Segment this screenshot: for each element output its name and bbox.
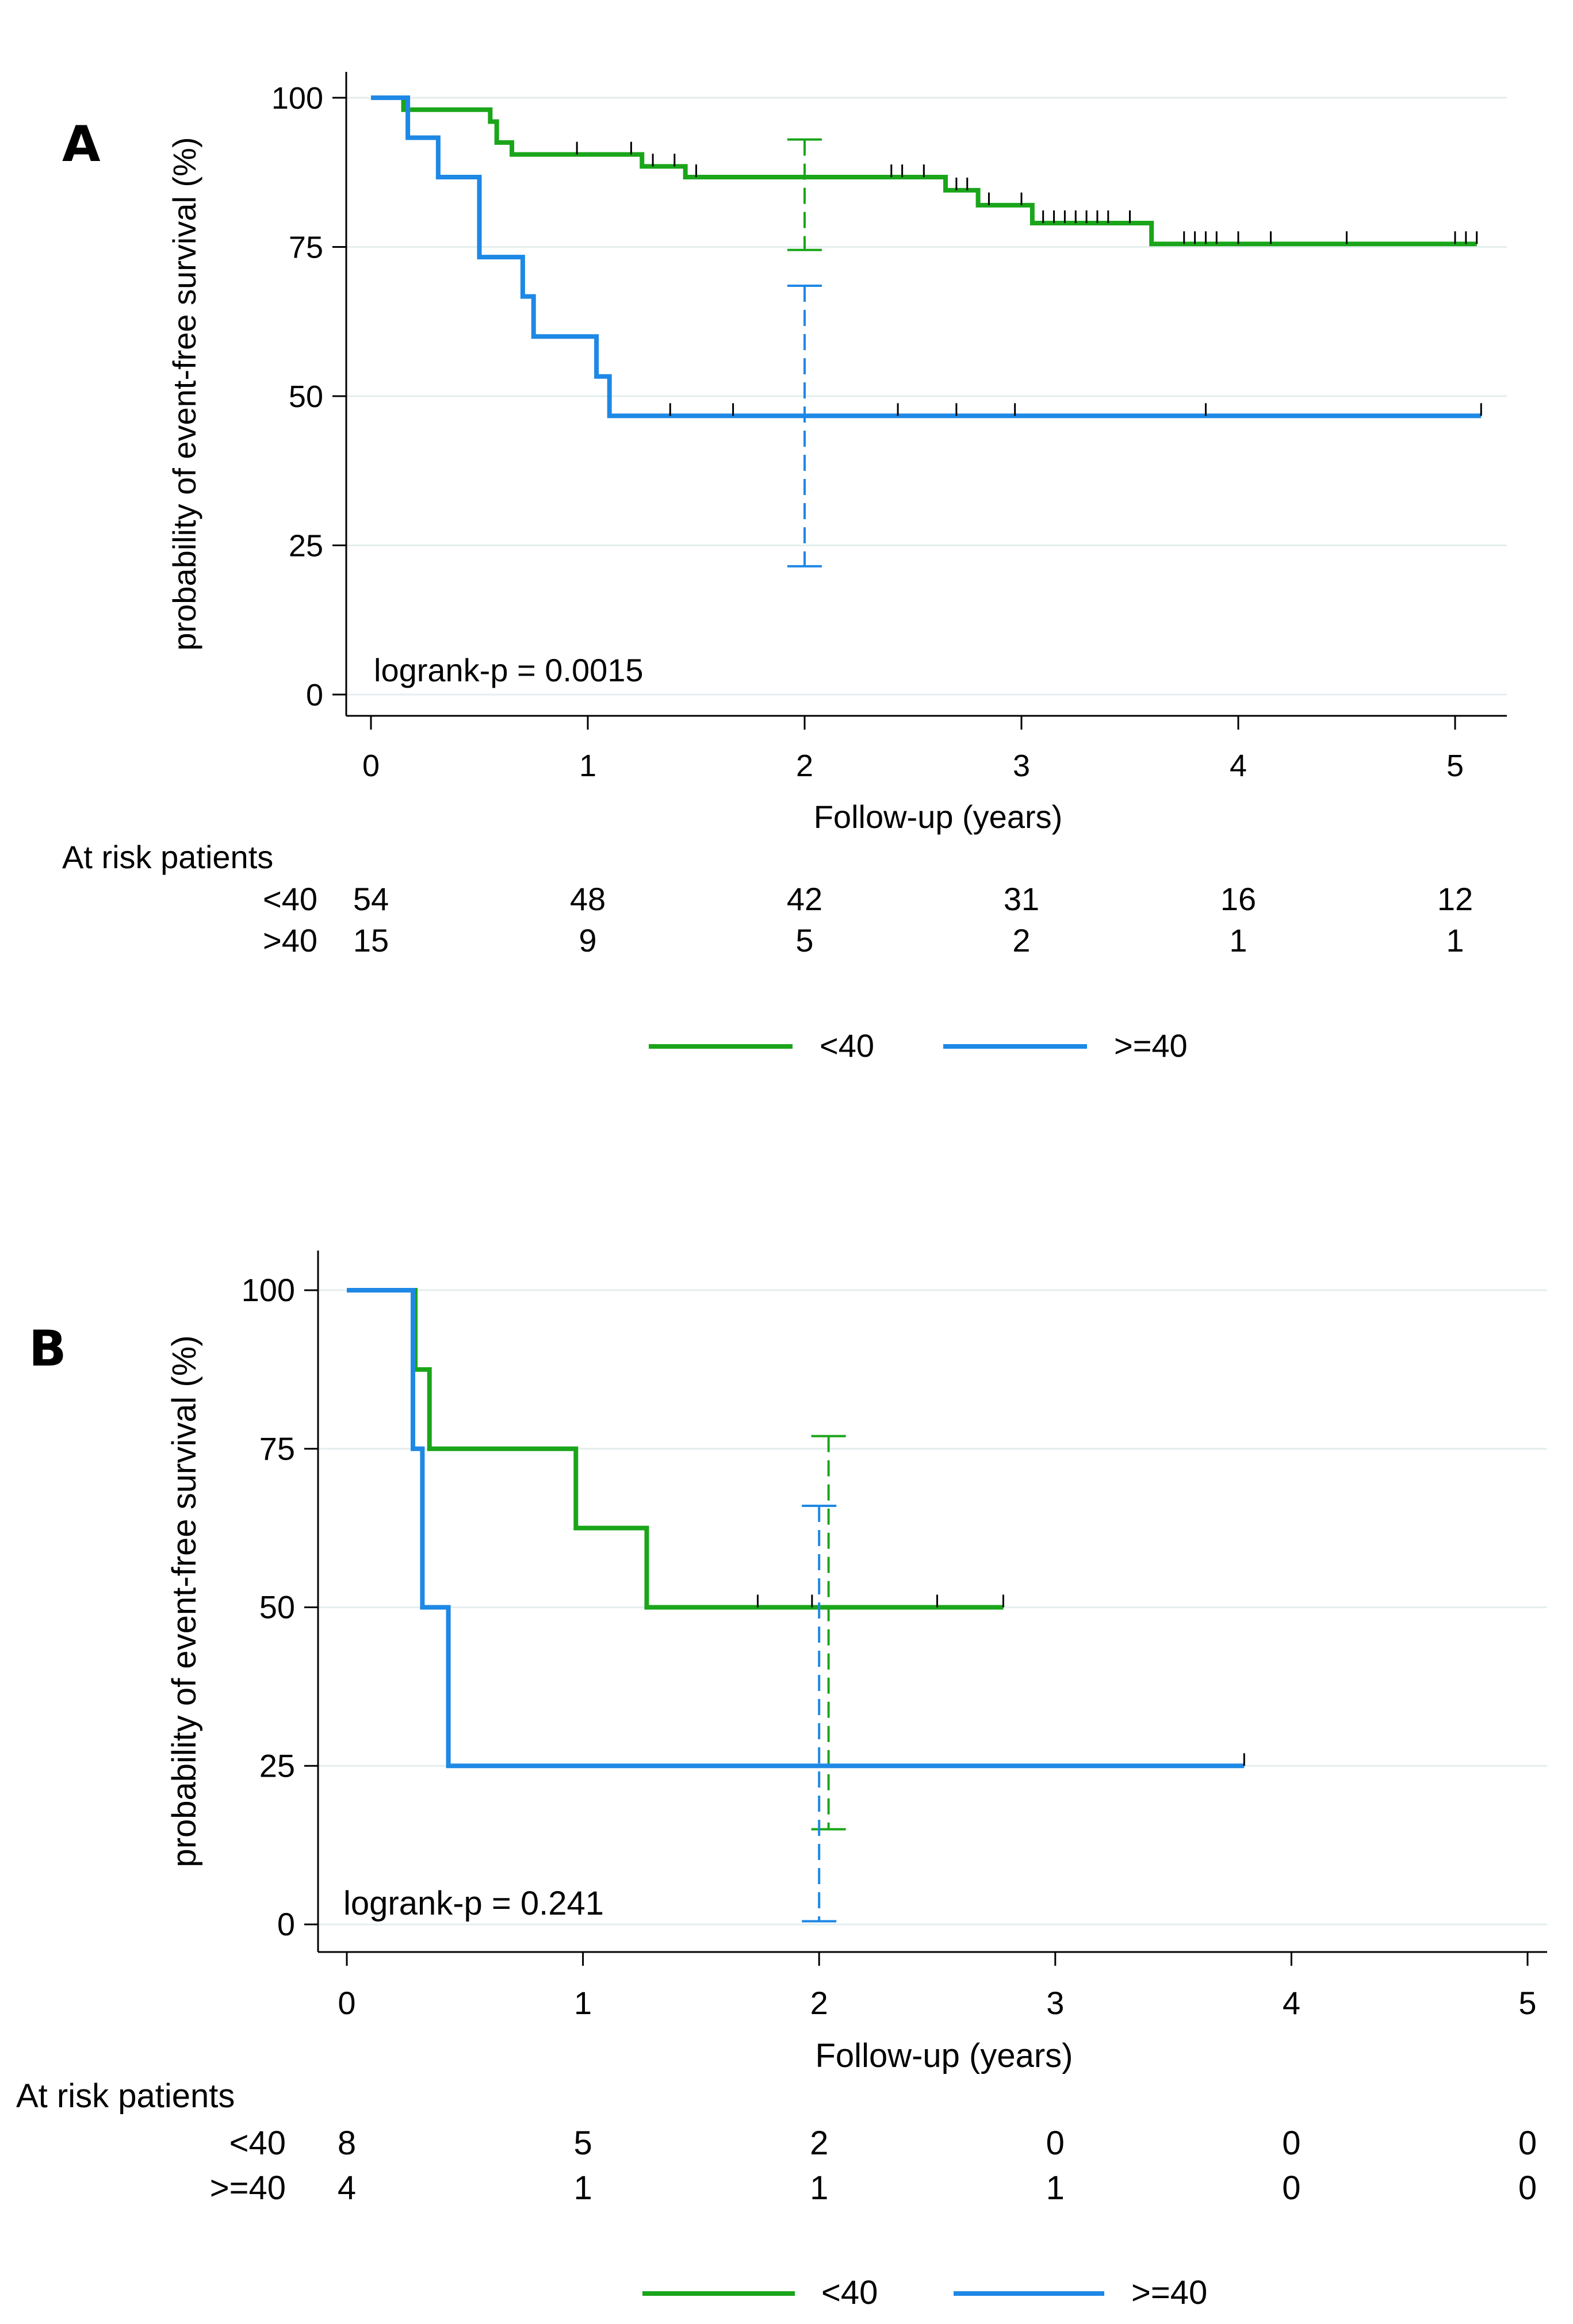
risk-count: 4: [338, 2169, 356, 2207]
x-tick-label: 0: [338, 1985, 355, 2021]
x-tick-label: 1: [579, 749, 596, 783]
survival-curve-over40: [371, 95, 1482, 419]
x-axis-title: Follow-up (years): [816, 2037, 1073, 2074]
risk-count: 54: [353, 881, 389, 917]
logrank-annotation: logrank-p = 0.241: [343, 1885, 604, 1922]
risk-count: 0: [1046, 2124, 1065, 2162]
x-tick-label: 0: [362, 749, 380, 783]
risk-count: 48: [570, 881, 606, 917]
y-tick-label: 25: [289, 529, 323, 563]
y-tick-label: 50: [259, 1589, 295, 1625]
x-axis-title: Follow-up (years): [814, 799, 1063, 835]
survival-curve-under40: [347, 1288, 1004, 1610]
survival-curve-under40: [371, 95, 1477, 247]
x-tick-label: 5: [1446, 749, 1464, 783]
risk-count: 1: [810, 2169, 828, 2207]
risk-count: 0: [1518, 2169, 1537, 2207]
risk-count: 8: [338, 2124, 356, 2162]
risk-row-label: <40: [229, 2124, 286, 2162]
risk-count: 1: [1229, 922, 1247, 958]
risk-count: 5: [795, 922, 813, 958]
x-tick-label: 4: [1230, 749, 1247, 783]
logrank-annotation: logrank-p = 0.0015: [374, 652, 644, 688]
legend-label-over40: >=40: [1114, 1027, 1188, 1064]
risk-count: 0: [1282, 2124, 1300, 2162]
risk-count: 2: [1012, 922, 1030, 958]
risk-row-label: <40: [263, 881, 317, 917]
x-tick-label: 5: [1518, 1985, 1536, 2021]
y-tick-label: 50: [289, 379, 323, 414]
panel-letter: A: [62, 116, 101, 173]
risk-table: At risk patients <40 54 48 42 31 16 12 >40 15 9 5 2 1…: [62, 839, 1473, 958]
x-tick-label: 3: [1046, 1985, 1064, 2021]
x-tick-label: 2: [810, 1985, 828, 2021]
y-tick-label: 75: [259, 1431, 295, 1467]
legend-label-under40: <40: [820, 1027, 874, 1064]
risk-count: 2: [810, 2124, 828, 2162]
risk-row-label: >40: [263, 922, 317, 958]
risk-count: 5: [573, 2124, 592, 2162]
y-axis-title: probability of event-free survival (%): [166, 137, 202, 650]
y-tick-label: 25: [259, 1747, 295, 1784]
x-tick-label: 2: [796, 749, 813, 783]
risk-count: 31: [1004, 881, 1039, 917]
risk-count: 15: [353, 922, 389, 958]
x-tick-label: 1: [574, 1985, 592, 2021]
legend: <40 >=40: [649, 1027, 1188, 1064]
legend: <40 >=40: [642, 2274, 1207, 2311]
series-over40: [347, 1288, 1245, 1923]
legend-label-over40: >=40: [1131, 2274, 1207, 2311]
y-tick-label: 100: [271, 81, 323, 116]
series-under40: [347, 1288, 1004, 1831]
panel-letter: B: [29, 1320, 67, 1378]
risk-count: 0: [1282, 2169, 1300, 2207]
series-over40: [371, 95, 1482, 567]
risk-table-title: At risk patients: [16, 2077, 235, 2115]
y-tick-label: 75: [289, 231, 323, 265]
risk-count: 12: [1437, 881, 1473, 917]
y-tick-label: 0: [277, 1906, 295, 1942]
x-tick-label: 3: [1013, 749, 1030, 783]
risk-count: 9: [579, 922, 596, 958]
y-axis-title: probability of event-free survival (%): [166, 1335, 203, 1867]
y-tick-label: 100: [242, 1272, 295, 1308]
risk-count: 0: [1518, 2124, 1537, 2162]
y-tick-label: 0: [306, 678, 323, 712]
risk-count: 1: [1446, 922, 1464, 958]
risk-table: At risk patients <40 8 5 2 0 0 0 >=40 4 1 1 1 0 0: [16, 2077, 1537, 2207]
risk-count: 16: [1220, 881, 1256, 917]
risk-table-title: At risk patients: [62, 839, 273, 875]
risk-count: 1: [573, 2169, 592, 2207]
survival-curve-over40: [347, 1288, 1245, 1769]
risk-row-label: >=40: [210, 2169, 286, 2207]
x-tick-label: 4: [1283, 1985, 1300, 2021]
legend-label-under40: <40: [821, 2274, 878, 2311]
series-under40: [371, 95, 1478, 251]
risk-count: 1: [1046, 2169, 1065, 2207]
risk-count: 42: [787, 881, 822, 917]
